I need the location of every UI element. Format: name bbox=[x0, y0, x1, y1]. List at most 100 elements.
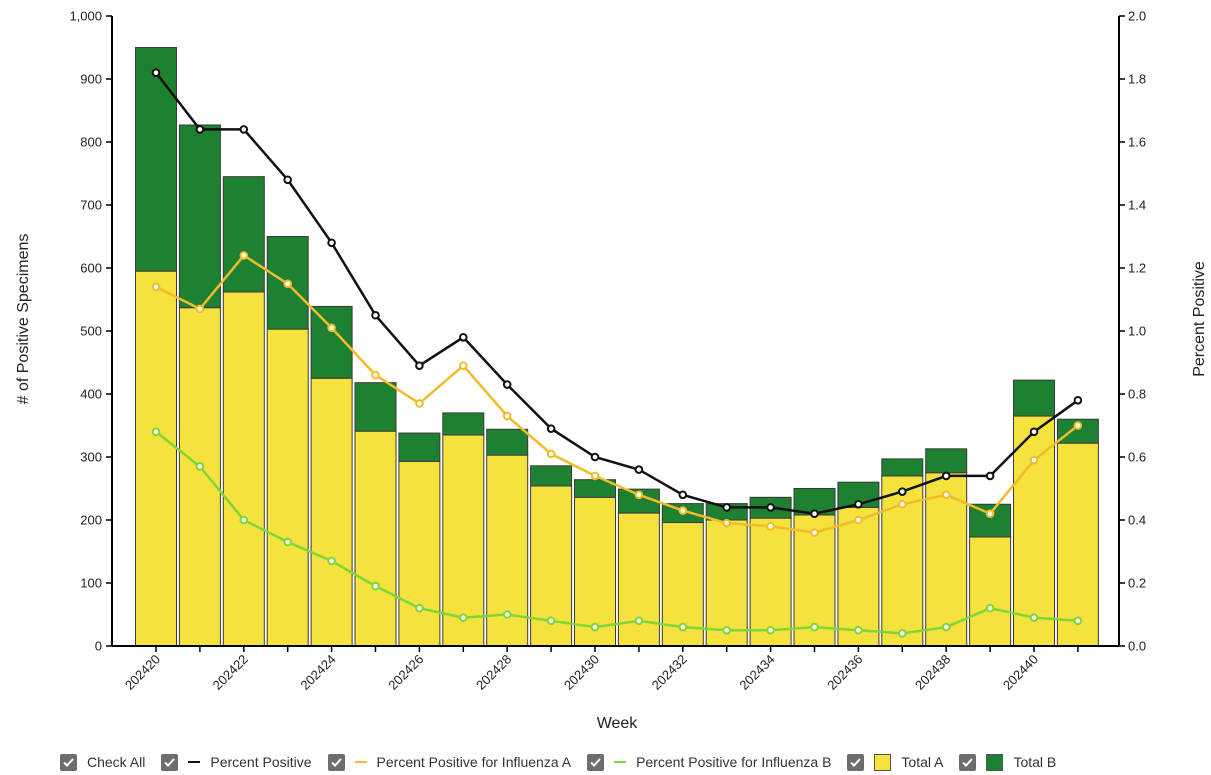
y-tick-label: 700 bbox=[80, 198, 102, 213]
bar-total-a bbox=[178, 307, 221, 647]
y-tick-label: 1,000 bbox=[69, 9, 102, 24]
legend-item-label: Percent Positive for Influenza B bbox=[636, 754, 832, 770]
point-percent-positive bbox=[590, 452, 600, 462]
y-tick-label: 400 bbox=[80, 387, 102, 402]
bar-total-b bbox=[178, 124, 221, 309]
legend-line-swatch bbox=[614, 761, 627, 763]
y-tick-label: 600 bbox=[80, 261, 102, 276]
bar-total-b bbox=[969, 503, 1012, 538]
point-percent-positive-for-influenza-a bbox=[722, 518, 732, 528]
point-percent-positive-for-influenza-b bbox=[722, 625, 732, 635]
legend-item-percent-positive-for-influenza-b[interactable]: Percent Positive for Influenza B bbox=[587, 753, 832, 771]
point-percent-positive-for-influenza-a bbox=[415, 399, 424, 408]
point-percent-positive-for-influenza-a bbox=[151, 282, 161, 292]
bar-total-a bbox=[354, 430, 397, 647]
bar-total-b bbox=[1013, 379, 1055, 417]
checkbox-check-icon[interactable] bbox=[327, 753, 345, 771]
x-tick-label: 202436 bbox=[824, 652, 865, 693]
y2-tick-label: 0.6 bbox=[1128, 450, 1146, 465]
bar-total-a bbox=[617, 512, 660, 647]
point-percent-positive-for-influenza-a bbox=[239, 251, 249, 260]
y2-tick-label: 1.8 bbox=[1128, 72, 1146, 87]
x-tick-label: 202428 bbox=[473, 652, 514, 693]
point-percent-positive-for-influenza-a bbox=[371, 370, 380, 380]
point-percent-positive-for-influenza-a bbox=[195, 304, 205, 314]
legend-item-percent-positive-for-influenza-a[interactable]: Percent Positive for Influenza A bbox=[327, 753, 572, 771]
point-percent-positive-for-influenza-b bbox=[941, 622, 951, 632]
bars-layer bbox=[135, 47, 1099, 647]
y-tick-label: 100 bbox=[80, 576, 102, 591]
point-percent-positive-for-influenza-b bbox=[1029, 613, 1039, 622]
y2-tick-label: 0.2 bbox=[1128, 576, 1146, 591]
point-percent-positive bbox=[546, 424, 556, 433]
point-percent-positive-for-influenza-b bbox=[195, 462, 205, 471]
point-percent-positive-for-influenza-a bbox=[459, 361, 468, 370]
point-percent-positive bbox=[678, 490, 688, 500]
point-percent-positive-for-influenza-b bbox=[985, 603, 995, 613]
x-tick-label: 202438 bbox=[912, 652, 953, 693]
point-percent-positive-for-influenza-b bbox=[1073, 616, 1083, 626]
bar-total-a bbox=[1013, 415, 1055, 647]
legend-item-total-b[interactable]: Total B bbox=[959, 753, 1056, 771]
legend-item-label: Percent Positive for Influenza A bbox=[376, 754, 572, 770]
legend: Check All Percent Positive Percent Positi… bbox=[60, 750, 1072, 774]
point-percent-positive-for-influenza-b bbox=[151, 427, 161, 437]
point-percent-positive-for-influenza-a bbox=[590, 471, 600, 481]
line-percent-positive-for-influenza-b bbox=[155, 430, 1078, 635]
legend-box-swatch bbox=[874, 753, 892, 771]
checkbox-check-icon[interactable] bbox=[60, 753, 77, 771]
point-percent-positive bbox=[239, 125, 249, 134]
point-percent-positive-for-influenza-b bbox=[678, 622, 688, 632]
y2-tick-label: 1.0 bbox=[1128, 324, 1146, 339]
bar-total-a bbox=[749, 517, 792, 647]
bar-total-a bbox=[705, 519, 748, 647]
point-percent-positive bbox=[283, 175, 293, 185]
legend-line-swatch bbox=[188, 761, 201, 763]
point-percent-positive-for-influenza-b bbox=[590, 622, 600, 632]
checkbox-check-icon[interactable] bbox=[847, 753, 865, 771]
checkbox-check-icon[interactable] bbox=[959, 753, 977, 771]
legend-item-label: Total A bbox=[901, 754, 944, 770]
point-percent-positive-for-influenza-b bbox=[634, 616, 644, 626]
point-percent-positive bbox=[1073, 396, 1083, 405]
bar-total-b bbox=[925, 448, 968, 474]
lines-layer bbox=[151, 68, 1083, 638]
legend-check-all[interactable]: Check All bbox=[60, 753, 146, 771]
checkbox-check-icon[interactable] bbox=[161, 753, 179, 771]
point-percent-positive bbox=[195, 125, 205, 134]
y2-tick-label: 1.4 bbox=[1128, 198, 1146, 213]
bar-total-a bbox=[969, 536, 1012, 647]
bar-total-b bbox=[486, 428, 529, 456]
point-percent-positive bbox=[766, 503, 775, 512]
point-percent-positive bbox=[722, 503, 732, 512]
bar-total-a bbox=[398, 460, 441, 647]
point-percent-positive bbox=[634, 465, 644, 474]
point-percent-positive bbox=[459, 333, 468, 342]
x-tick-label: 202424 bbox=[297, 652, 338, 693]
x-tick-label: 202426 bbox=[385, 652, 426, 693]
point-percent-positive bbox=[985, 471, 995, 481]
point-percent-positive-for-influenza-b bbox=[459, 613, 468, 622]
y-tick-label: 300 bbox=[80, 450, 102, 465]
point-percent-positive-for-influenza-b bbox=[810, 622, 819, 632]
point-percent-positive bbox=[810, 509, 819, 519]
x-tick-label: 202430 bbox=[561, 652, 602, 693]
legend-item-percent-positive[interactable]: Percent Positive bbox=[161, 753, 312, 771]
point-percent-positive-for-influenza-b bbox=[898, 629, 907, 638]
line-percent-positive bbox=[155, 71, 1079, 515]
bar-total-a bbox=[310, 377, 353, 647]
point-percent-positive-for-influenza-a bbox=[766, 522, 775, 531]
legend-item-total-a[interactable]: Total A bbox=[847, 753, 944, 771]
x-tick-label: 202440 bbox=[1000, 652, 1041, 693]
bar-total-a bbox=[135, 270, 177, 647]
x-tick-label: 202434 bbox=[736, 652, 777, 693]
checkbox-check-icon[interactable] bbox=[587, 753, 605, 771]
y-tick-label: 0 bbox=[95, 639, 102, 654]
legend-line-swatch bbox=[354, 761, 367, 763]
point-percent-positive bbox=[371, 310, 380, 320]
legend-check-all-label: Check All bbox=[87, 754, 146, 770]
point-percent-positive-for-influenza-a bbox=[898, 499, 907, 509]
point-percent-positive-for-influenza-b bbox=[371, 581, 380, 591]
bar-total-a bbox=[222, 291, 265, 647]
y2-tick-label: 2.0 bbox=[1128, 9, 1146, 24]
